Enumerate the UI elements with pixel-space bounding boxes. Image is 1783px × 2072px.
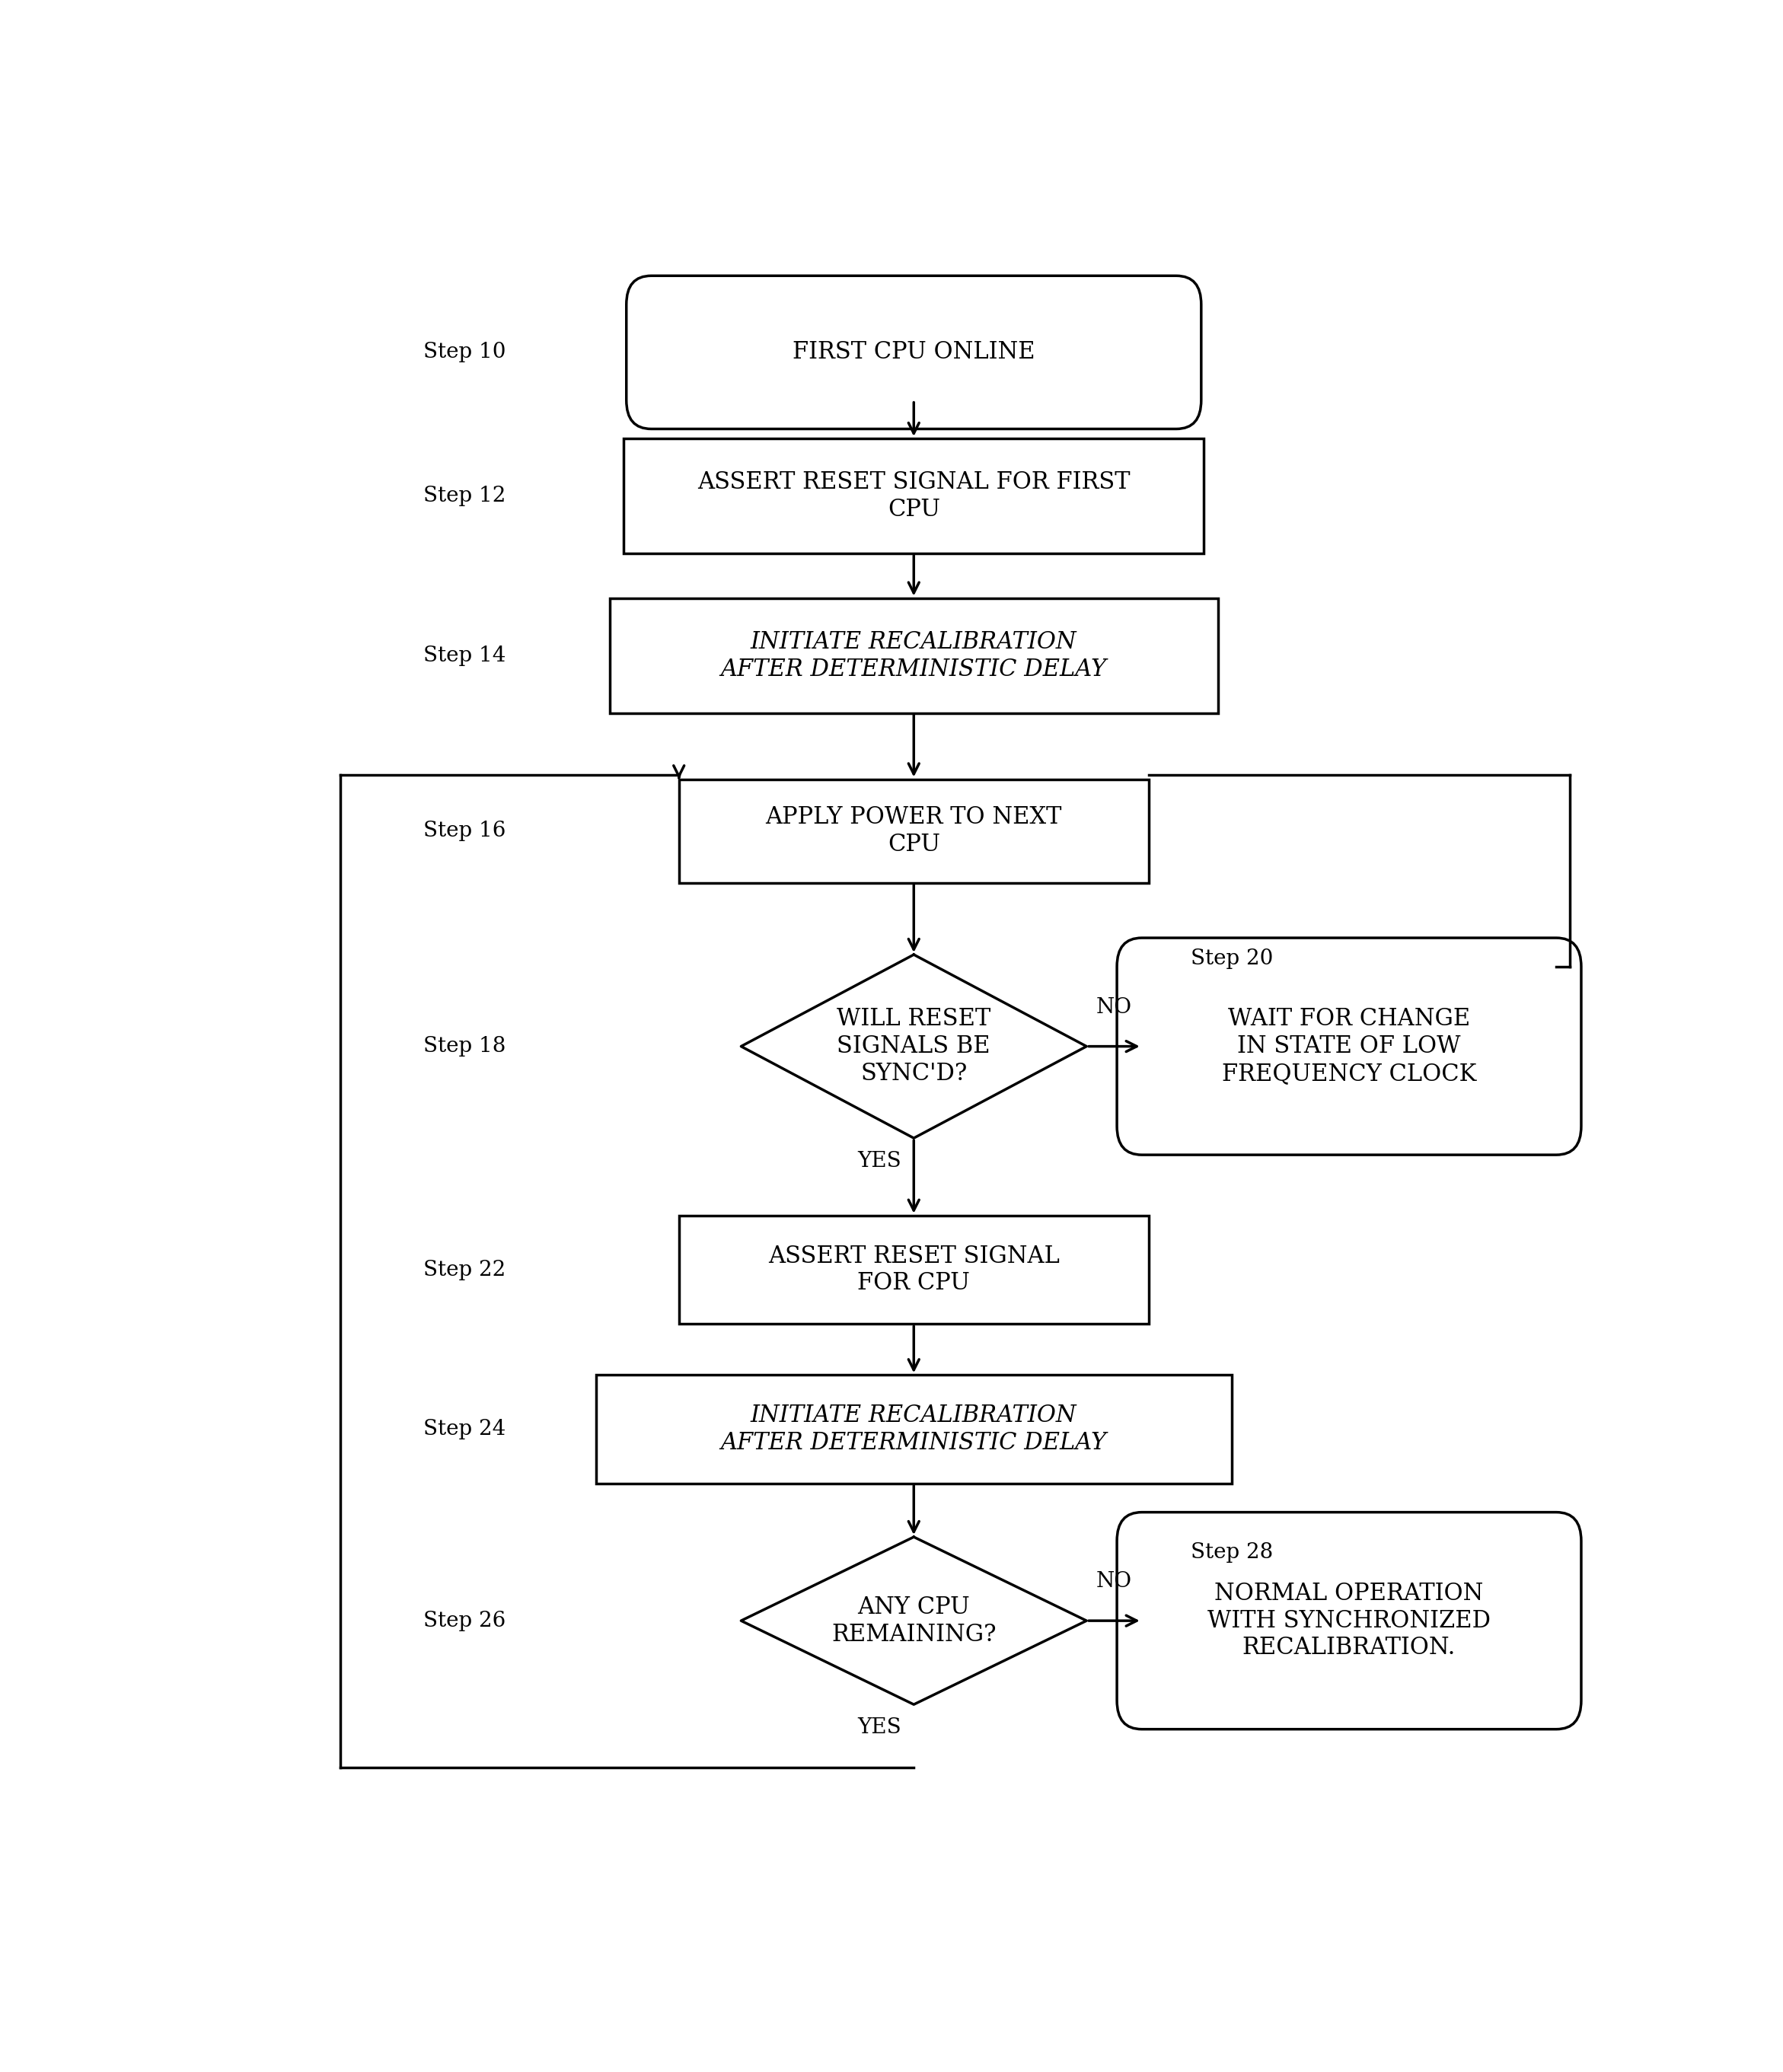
Text: Step 16: Step 16	[423, 821, 506, 841]
Text: YES: YES	[858, 1150, 900, 1171]
Text: Step 14: Step 14	[423, 644, 506, 665]
FancyBboxPatch shape	[1116, 1513, 1582, 1730]
FancyBboxPatch shape	[624, 439, 1204, 553]
Text: FIRST CPU ONLINE: FIRST CPU ONLINE	[792, 340, 1036, 365]
Text: INITIATE RECALIBRATION
AFTER DETERMINISTIC DELAY: INITIATE RECALIBRATION AFTER DETERMINIST…	[720, 1405, 1107, 1455]
Text: NORMAL OPERATION
WITH SYNCHRONIZED
RECALIBRATION.: NORMAL OPERATION WITH SYNCHRONIZED RECAL…	[1207, 1581, 1491, 1660]
FancyBboxPatch shape	[679, 1216, 1148, 1324]
Text: Step 24: Step 24	[424, 1419, 506, 1440]
Text: NO: NO	[1097, 1571, 1132, 1591]
Text: ASSERT RESET SIGNAL
FOR CPU: ASSERT RESET SIGNAL FOR CPU	[768, 1245, 1059, 1295]
Text: Step 20: Step 20	[1191, 949, 1273, 970]
Text: ANY CPU
REMAINING?: ANY CPU REMAINING?	[831, 1595, 997, 1645]
Text: WILL RESET
SIGNALS BE
SYNC'D?: WILL RESET SIGNALS BE SYNC'D?	[836, 1007, 991, 1086]
Text: WAIT FOR CHANGE
IN STATE OF LOW
FREQUENCY CLOCK: WAIT FOR CHANGE IN STATE OF LOW FREQUENC…	[1221, 1007, 1476, 1086]
FancyBboxPatch shape	[679, 779, 1148, 883]
Text: INITIATE RECALIBRATION
AFTER DETERMINISTIC DELAY: INITIATE RECALIBRATION AFTER DETERMINIST…	[720, 630, 1107, 682]
Text: Step 12: Step 12	[423, 485, 506, 506]
Text: Step 22: Step 22	[424, 1260, 506, 1280]
Text: ASSERT RESET SIGNAL FOR FIRST
CPU: ASSERT RESET SIGNAL FOR FIRST CPU	[697, 470, 1130, 522]
Polygon shape	[742, 1537, 1086, 1705]
Text: Step 28: Step 28	[1191, 1542, 1273, 1562]
Polygon shape	[742, 955, 1086, 1138]
Text: APPLY POWER TO NEXT
CPU: APPLY POWER TO NEXT CPU	[765, 806, 1063, 856]
Text: Step 26: Step 26	[424, 1610, 506, 1631]
Text: Step 18: Step 18	[423, 1036, 506, 1057]
Text: Step 10: Step 10	[423, 342, 506, 363]
FancyBboxPatch shape	[596, 1376, 1232, 1484]
Text: NO: NO	[1097, 997, 1132, 1017]
Text: YES: YES	[858, 1718, 900, 1738]
FancyBboxPatch shape	[610, 599, 1218, 713]
FancyBboxPatch shape	[626, 276, 1202, 429]
FancyBboxPatch shape	[1116, 939, 1582, 1154]
